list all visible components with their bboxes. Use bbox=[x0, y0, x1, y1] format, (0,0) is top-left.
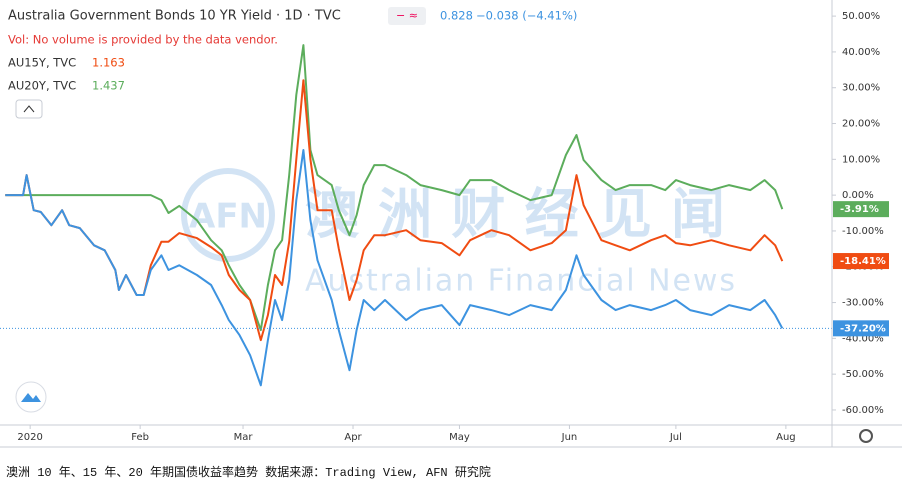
x-tick-label: Apr bbox=[344, 432, 362, 443]
tv-logo-icon[interactable] bbox=[21, 393, 41, 402]
last-value-badge bbox=[833, 201, 889, 218]
legend-label: AU20Y, TVC bbox=[8, 79, 76, 93]
toggle-button[interactable] bbox=[388, 7, 426, 25]
chart-title: Australia Government Bonds 10 YR Yield ·… bbox=[8, 9, 341, 24]
y-tick-label: -60.00% bbox=[842, 405, 884, 416]
legend-label: AU15Y, TVC bbox=[8, 56, 76, 70]
watermark-ring bbox=[181, 168, 275, 262]
header-change: −0.038 (−4.41%) bbox=[476, 9, 577, 23]
watermark-logo: AFN bbox=[189, 197, 267, 237]
x-tick-label: Jul bbox=[669, 432, 682, 443]
header-value: 0.828 bbox=[440, 9, 473, 23]
x-tick-label: May bbox=[449, 432, 470, 443]
y-tick-label: -50.00% bbox=[842, 369, 884, 380]
y-tick-label: 0.00% bbox=[842, 190, 874, 201]
y-tick-label: 50.00% bbox=[842, 11, 880, 22]
settings-icon[interactable] bbox=[859, 429, 873, 443]
last-value-label: -18.41% bbox=[840, 256, 886, 267]
x-tick-label: Jun bbox=[561, 432, 578, 443]
toggle-icon[interactable]: − ≈ bbox=[396, 9, 418, 22]
x-tick-label: 2020 bbox=[17, 432, 42, 443]
series-line bbox=[5, 149, 784, 387]
volume-note: Vol: No volume is provided by the data v… bbox=[8, 33, 278, 47]
last-value-badge bbox=[833, 320, 889, 337]
last-value-label: -37.20% bbox=[840, 323, 886, 334]
x-tick-label: Feb bbox=[131, 432, 149, 443]
collapse-icon[interactable] bbox=[23, 105, 35, 113]
collapse-button[interactable] bbox=[15, 99, 43, 119]
y-tick-label: -40.00% bbox=[842, 333, 884, 344]
y-tick-label: -10.00% bbox=[842, 226, 884, 237]
plot bbox=[0, 44, 832, 387]
y-tick-label: 20.00% bbox=[842, 119, 880, 130]
y-tick-label: -30.00% bbox=[842, 298, 884, 309]
y-tick-label: 40.00% bbox=[842, 47, 880, 58]
x-tick-label: Aug bbox=[776, 432, 796, 443]
legend-value: 1.437 bbox=[92, 79, 125, 93]
chart-bg bbox=[0, 0, 902, 458]
y-tick-label: 10.00% bbox=[842, 154, 880, 165]
watermark-subtitle: Australian Financial News bbox=[305, 264, 735, 299]
x-tick-label: Mar bbox=[234, 432, 254, 443]
caption: 澳洲 10 年、15 年、20 年期国债收益率趋势 数据来源：Trading V… bbox=[6, 464, 491, 480]
y-tick-label: 30.00% bbox=[842, 83, 880, 94]
last-value-label: -3.91% bbox=[840, 204, 879, 215]
legend-value: 1.163 bbox=[92, 56, 125, 70]
last-value-badge bbox=[833, 253, 889, 270]
